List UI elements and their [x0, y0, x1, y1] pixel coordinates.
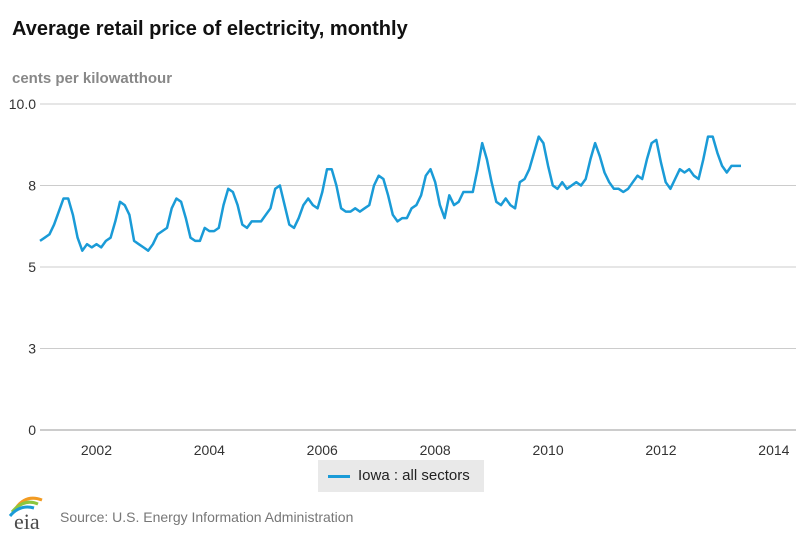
y-tick-label: 10.0 [9, 96, 36, 112]
y-axis-units: cents per kilowatthour [12, 70, 173, 87]
x-tick-label: 2004 [194, 442, 225, 458]
x-tick-label: 2002 [81, 442, 112, 458]
y-axis-ticks: 0 3 5 8 10.0 [9, 96, 36, 438]
eia-logo: eia [8, 492, 56, 537]
legend-swatch [328, 475, 350, 478]
legend-label: Iowa : all sectors [358, 467, 470, 484]
source-note: Source: U.S. Energy Information Administ… [60, 509, 354, 525]
y-tick-label: 0 [28, 422, 36, 438]
x-axis-ticks: 2002 2004 2006 2008 2010 2012 2014 [81, 442, 790, 458]
x-tick-label: 2006 [307, 442, 338, 458]
x-tick-label: 2008 [420, 442, 451, 458]
chart-title: Average retail price of electricity, mon… [12, 18, 408, 40]
series-line [39, 135, 741, 252]
y-tick-label: 8 [28, 178, 36, 194]
x-tick-label: 2014 [758, 442, 789, 458]
line-chart: 2002 2004 2006 2008 2010 2012 2014 0 3 5 8 10.0 [9, 96, 796, 458]
logo-arc-blue [8, 505, 35, 517]
x-tick-label: 2012 [645, 442, 676, 458]
series-layer [39, 135, 741, 252]
legend[interactable]: Iowa : all sectors [318, 460, 484, 492]
y-tick-label: 3 [28, 341, 36, 357]
x-tick-label: 2010 [532, 442, 563, 458]
gridlines [40, 103, 796, 431]
logo-text: eia [14, 509, 40, 532]
logo-arc-green [10, 500, 39, 514]
y-tick-label: 5 [28, 259, 36, 275]
